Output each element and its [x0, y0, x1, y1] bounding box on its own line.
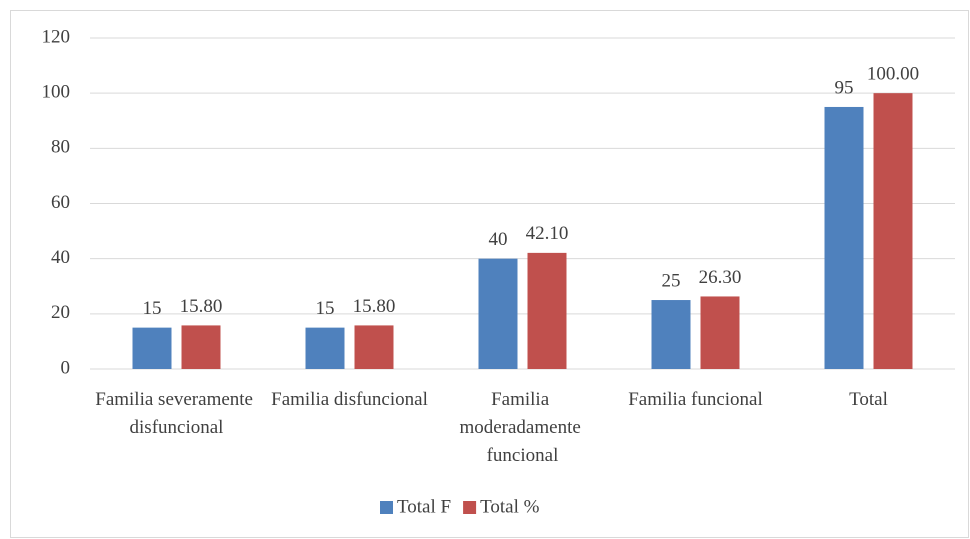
- bar: [651, 300, 691, 369]
- bar: [354, 325, 394, 369]
- bar: [824, 106, 864, 369]
- data-label: 15: [143, 298, 162, 319]
- bar: [700, 296, 740, 369]
- y-tick-label: 60: [51, 192, 70, 213]
- data-label: 25: [662, 270, 681, 291]
- x-tick-label: Familia disfuncional: [271, 389, 428, 410]
- legend-swatch: [380, 501, 393, 514]
- bar: [305, 327, 345, 369]
- legend-label: Total %: [480, 496, 540, 517]
- y-tick-label: 80: [51, 137, 70, 158]
- data-label: 100.00: [867, 64, 919, 85]
- data-label: 15.80: [353, 296, 396, 317]
- bar: [132, 327, 172, 369]
- data-label: 15.80: [180, 296, 223, 317]
- data-label: 15: [316, 298, 335, 319]
- bar: [181, 325, 221, 369]
- x-tick-label: Familia severamente disfuncional: [95, 389, 258, 438]
- x-tick-label: Total: [849, 389, 888, 410]
- data-label: 26.30: [699, 267, 742, 288]
- data-label: 40: [489, 229, 508, 250]
- y-tick-label: 100: [42, 82, 71, 103]
- y-tick-label: 120: [42, 26, 71, 47]
- data-label: 42.10: [526, 223, 569, 244]
- y-tick-label: 0: [61, 357, 71, 378]
- y-tick-label: 40: [51, 247, 70, 268]
- x-tick-label: Familia funcional: [628, 389, 763, 410]
- bar: [527, 252, 567, 369]
- bar: [873, 93, 913, 370]
- x-tick-label: Familia moderadamente funcional: [459, 389, 585, 466]
- legend-label: Total F: [397, 496, 451, 517]
- legend-swatch: [463, 501, 477, 514]
- y-tick-label: 20: [51, 302, 70, 323]
- data-label: 95: [835, 77, 854, 98]
- bar: [478, 258, 518, 369]
